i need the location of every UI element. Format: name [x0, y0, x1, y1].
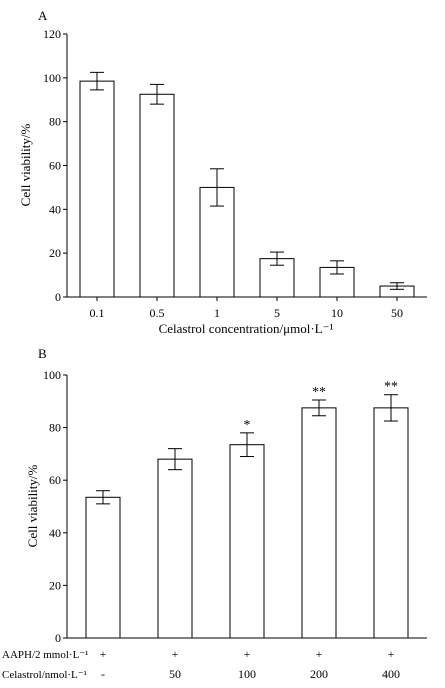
- condition-value: 50: [169, 667, 181, 681]
- bar: [85, 496, 121, 639]
- bar: [157, 458, 193, 639]
- bar: [229, 444, 265, 639]
- condition-value: -: [101, 667, 105, 681]
- y-tick-label: 80: [49, 115, 61, 129]
- y-tick-label: 0: [55, 290, 61, 304]
- chart-a: A Cell viability/% Celastrol concentrati…: [18, 8, 427, 336]
- xlabel-a: Celastrol concentration/μmol·L⁻¹: [159, 321, 334, 336]
- panel-label-a: A: [38, 8, 48, 23]
- bar: [373, 407, 409, 639]
- condition-value: 200: [310, 667, 328, 681]
- bar: [79, 80, 115, 298]
- y-tick-label: 20: [49, 246, 61, 260]
- ylabel-b: Cell viability/%: [25, 464, 40, 547]
- x-tick-label: 1: [214, 306, 220, 320]
- significance-marker: **: [312, 385, 326, 400]
- condition-label: Celastrol/nmol·L⁻¹: [2, 669, 87, 681]
- y-tick-label: 0: [55, 631, 61, 645]
- y-tick-label: 100: [43, 368, 61, 382]
- x-tick-label: 10: [331, 306, 343, 320]
- axes-a: 0 20 40 60 80 100 120 0.1 0.5 1 5 10 50: [43, 27, 427, 320]
- ylabel-a: Cell viability/%: [18, 123, 33, 206]
- condition-value: +: [244, 647, 251, 661]
- condition-value: +: [172, 647, 179, 661]
- significance-marker: **: [384, 380, 398, 395]
- y-tick-label: 120: [43, 27, 61, 41]
- y-tick-label: 40: [49, 202, 61, 216]
- bar: [139, 93, 175, 298]
- condition-value: +: [388, 647, 395, 661]
- y-tick-label: 20: [49, 578, 61, 592]
- condition-value: +: [316, 647, 323, 661]
- condition-table: AAPH/2 mmol·L⁻¹ + + + + + Celastrol/nmol·L⁻¹ - 5…: [2, 647, 400, 681]
- x-tick-label: 5: [274, 306, 280, 320]
- significance-marker: *: [244, 418, 251, 433]
- bars-a: [79, 71, 415, 298]
- condition-value: 400: [382, 667, 400, 681]
- x-tick-label: 0.5: [150, 306, 165, 320]
- y-tick-label: 80: [49, 421, 61, 435]
- panel-label-b: B: [38, 346, 47, 361]
- condition-value: 100: [238, 667, 256, 681]
- y-tick-label: 60: [49, 473, 61, 487]
- y-tick-label: 100: [43, 71, 61, 85]
- y-tick-label: 40: [49, 526, 61, 540]
- condition-value: +: [100, 647, 107, 661]
- x-tick-label: 0.1: [90, 306, 105, 320]
- y-tick-label: 60: [49, 159, 61, 173]
- condition-label: AAPH/2 mmol·L⁻¹: [2, 649, 88, 661]
- bar: [301, 407, 337, 639]
- bars-b: *** **: [85, 380, 409, 639]
- x-tick-label: 50: [391, 306, 403, 320]
